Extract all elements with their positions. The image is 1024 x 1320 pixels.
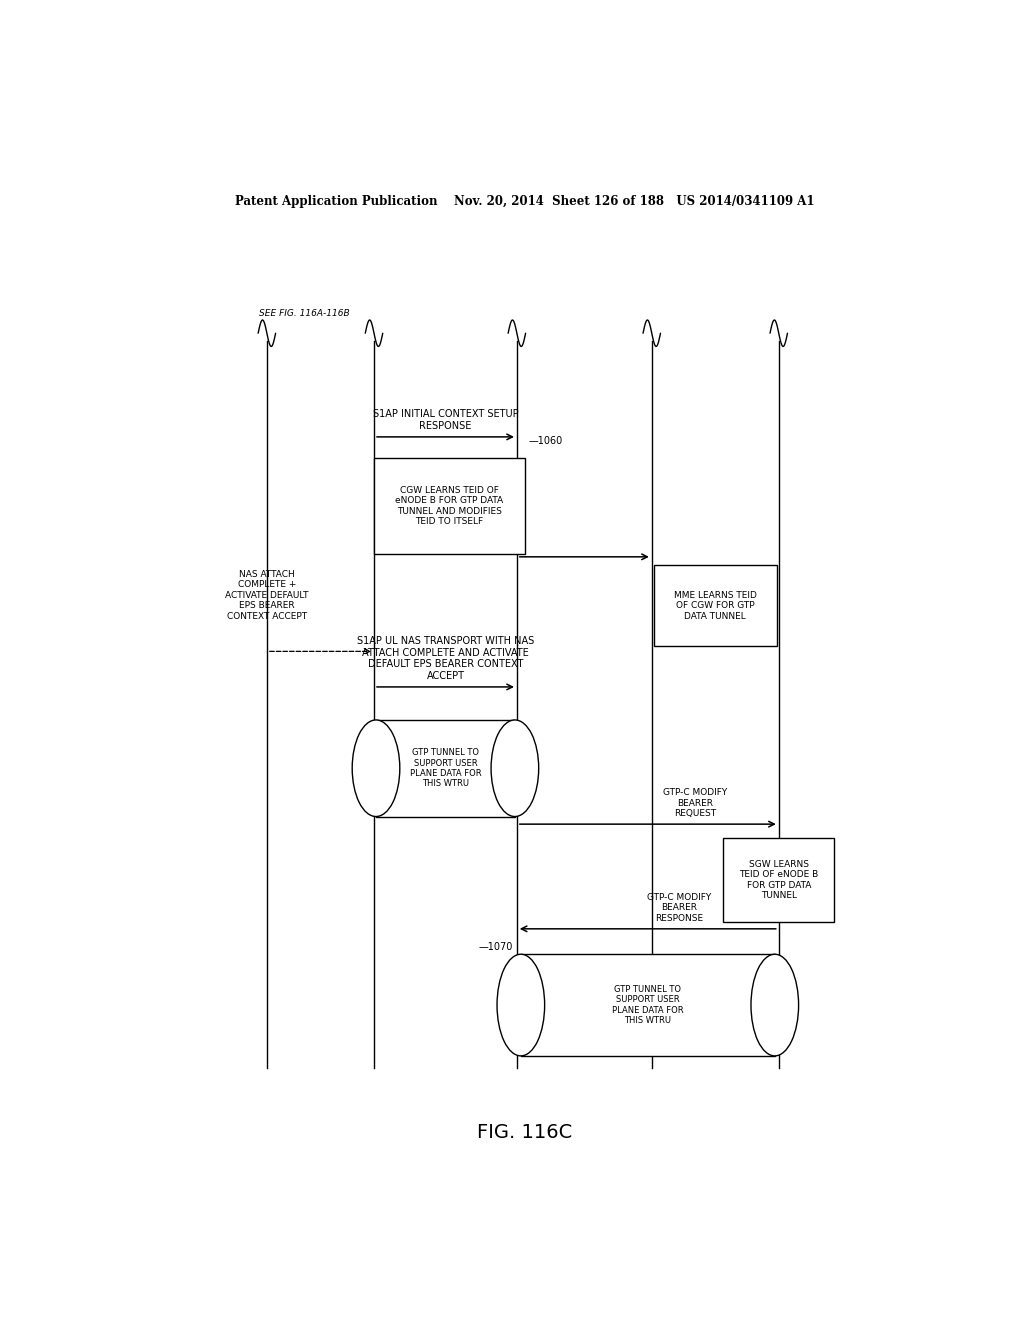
Ellipse shape [352, 719, 399, 817]
Bar [376, 719, 515, 817]
Text: —1070: —1070 [478, 942, 513, 952]
Text: —1060: —1060 [528, 436, 563, 446]
Bar [521, 954, 775, 1056]
Ellipse shape [492, 719, 539, 817]
Text: SEE FIG. 116A-116B: SEE FIG. 116A-116B [259, 309, 349, 318]
Text: NAS ATTACH
COMPLETE +
ACTIVATE DEFAULT
EPS BEARER
CONTEXT ACCEPT: NAS ATTACH COMPLETE + ACTIVATE DEFAULT E… [225, 570, 308, 620]
Text: CGW LEARNS TEID OF
eNODE B FOR GTP DATA
TUNNEL AND MODIFIES
TEID TO ITSELF: CGW LEARNS TEID OF eNODE B FOR GTP DATA … [395, 486, 504, 527]
Text: Patent Application Publication    Nov. 20, 2014  Sheet 126 of 188   US 2014/0341: Patent Application Publication Nov. 20, … [236, 194, 814, 207]
Text: GTP-C MODIFY
BEARER
REQUEST: GTP-C MODIFY BEARER REQUEST [664, 788, 727, 818]
Ellipse shape [751, 954, 799, 1056]
Bar [374, 458, 525, 554]
Text: MME LEARNS TEID
OF CGW FOR GTP
DATA TUNNEL: MME LEARNS TEID OF CGW FOR GTP DATA TUNN… [674, 591, 757, 620]
Text: GTP TUNNEL TO
SUPPORT USER
PLANE DATA FOR
THIS WTRU: GTP TUNNEL TO SUPPORT USER PLANE DATA FO… [410, 748, 481, 788]
Text: FIG. 116C: FIG. 116C [477, 1122, 572, 1142]
Ellipse shape [497, 954, 545, 1056]
Bar [653, 565, 777, 647]
Text: S1AP INITIAL CONTEXT SETUP
RESPONSE: S1AP INITIAL CONTEXT SETUP RESPONSE [373, 409, 518, 430]
Text: S1AP UL NAS TRANSPORT WITH NAS
ATTACH COMPLETE AND ACTIVATE
DEFAULT EPS BEARER C: S1AP UL NAS TRANSPORT WITH NAS ATTACH CO… [356, 636, 535, 681]
Text: SGW LEARNS
TEID OF eNODE B
FOR GTP DATA
TUNNEL: SGW LEARNS TEID OF eNODE B FOR GTP DATA … [739, 859, 818, 900]
Text: GTP TUNNEL TO
SUPPORT USER
PLANE DATA FOR
THIS WTRU: GTP TUNNEL TO SUPPORT USER PLANE DATA FO… [612, 985, 684, 1026]
Text: GTP-C MODIFY
BEARER
RESPONSE: GTP-C MODIFY BEARER RESPONSE [647, 892, 712, 923]
Bar [723, 838, 835, 921]
